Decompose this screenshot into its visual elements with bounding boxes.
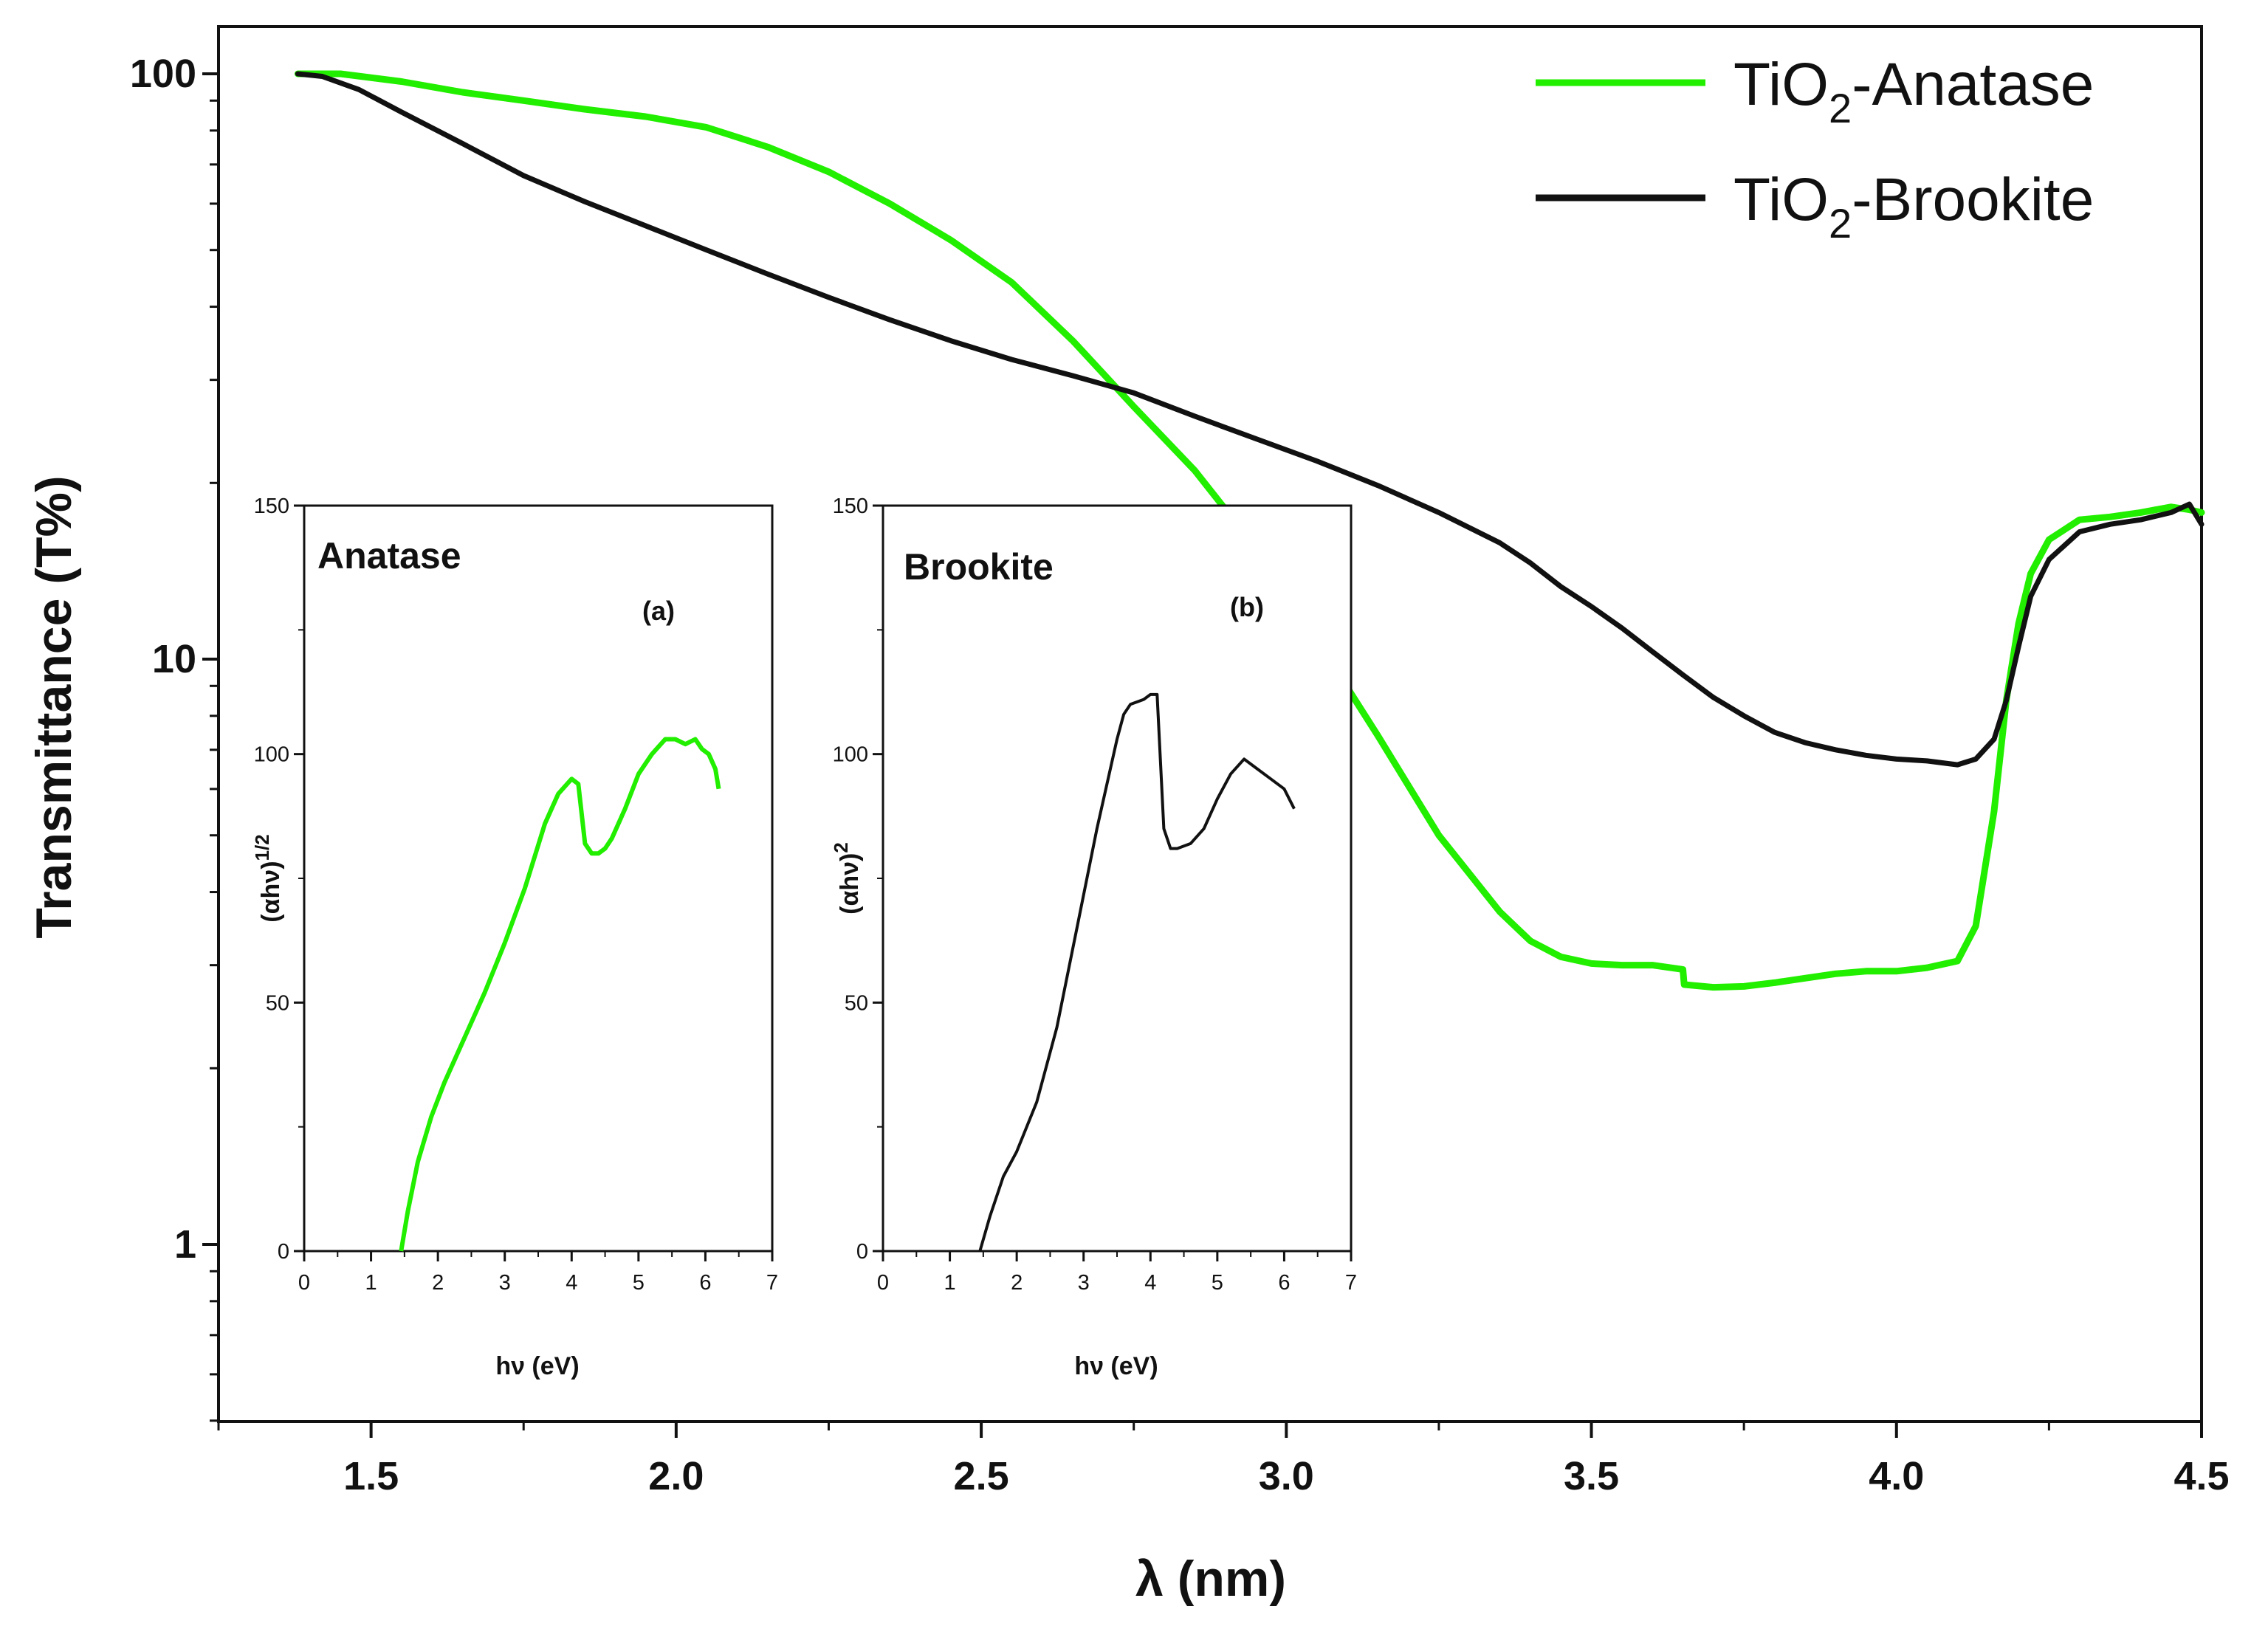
x-tick-label: 4.5 <box>2174 1454 2229 1498</box>
inset-x-tick-label: 5 <box>633 1271 645 1295</box>
inset-x-tick-label: 3 <box>1078 1271 1090 1295</box>
legend-label-subscript: 2 <box>1829 200 1852 247</box>
inset-x-tick-label: 2 <box>432 1271 444 1295</box>
inset-x-tick-label: 4 <box>1144 1271 1156 1295</box>
inset-b-title: Brookite <box>904 546 1054 588</box>
inset-y-tick-label: 100 <box>833 743 868 767</box>
inset-a-y-axis-title: (αhν)1/2 <box>251 834 285 922</box>
legend-label-prefix: TiO <box>1733 51 1829 118</box>
inset-y-tick-label: 50 <box>266 991 289 1015</box>
inset-b-y-axis-sup: 2 <box>830 842 852 853</box>
x-tick-label: 2.5 <box>954 1454 1009 1498</box>
inset-a-x-axis-title: hν (eV) <box>495 1352 579 1380</box>
inset-a: 0 1 2 3 4 5 6 7 0 50 100 150 <box>254 495 778 1295</box>
inset-y-tick-label: 0 <box>278 1240 289 1264</box>
x-tick-label: 3.0 <box>1259 1454 1314 1498</box>
inset-b-y-axis-base: (αhν) <box>836 853 864 915</box>
inset-y-tick-label: 150 <box>254 495 289 518</box>
inset-x-tick-label: 7 <box>766 1271 778 1295</box>
inset-b-x-axis-title: hν (eV) <box>1074 1352 1158 1380</box>
inset-b-panel-label: (b) <box>1230 592 1264 622</box>
legend-label-subscript: 2 <box>1829 85 1852 131</box>
inset-y-tick-label: 50 <box>845 991 868 1015</box>
inset-series-line <box>399 737 721 1252</box>
inset-x-tick-label: 1 <box>365 1271 377 1295</box>
x-tick-label: 4.0 <box>1869 1454 1924 1498</box>
inset-y-tick-label: 150 <box>833 495 868 518</box>
series-line-brookite <box>295 71 2205 768</box>
y-tick-label: 1 <box>174 1222 196 1267</box>
series-line-anatase <box>294 70 2205 991</box>
main-plot-series <box>294 70 2205 991</box>
y-axis-title: Transmittance (T%) <box>26 475 82 938</box>
inset-x-tick-label: 7 <box>1345 1271 1357 1295</box>
inset-b: 0 1 2 3 4 5 6 7 0 50 100 150 <box>833 495 1357 1295</box>
inset-b-frame <box>882 504 1353 1253</box>
inset-x-tick-label: 0 <box>298 1271 310 1295</box>
inset-a-title: Anatase <box>317 535 461 576</box>
inset-x-tick-label: 4 <box>566 1271 577 1295</box>
inset-x-tick-label: 6 <box>699 1271 711 1295</box>
legend-label-prefix: TiO <box>1733 166 1829 233</box>
inset-x-tick-label: 6 <box>1278 1271 1290 1295</box>
x-tick-label: 1.5 <box>343 1454 399 1498</box>
legend-label: TiO2-Brookite <box>1733 166 2094 247</box>
inset-x-tick-label: 2 <box>1011 1271 1023 1295</box>
x-tick-label: 3.5 <box>1564 1454 1619 1498</box>
y-tick-label: 10 <box>152 637 196 681</box>
y-tick-label: 100 <box>130 52 196 96</box>
inset-a-frame <box>303 504 774 1253</box>
inset-x-tick-label: 3 <box>499 1271 511 1295</box>
inset-y-tick-label: 100 <box>254 743 289 767</box>
inset-series-line <box>978 692 1296 1252</box>
main-plot-frame <box>217 25 2203 1423</box>
inset-y-tick-label: 0 <box>856 1240 868 1264</box>
legend-label-suffix: -Brookite <box>1852 166 2094 233</box>
inset-x-tick-label: 5 <box>1212 1271 1223 1295</box>
inset-x-tick-label: 0 <box>877 1271 889 1295</box>
x-tick-label: 2.0 <box>648 1454 704 1498</box>
x-axis-title: λ (nm) <box>1135 1551 1286 1607</box>
inset-a-y-axis-base: (αhν) <box>257 861 285 922</box>
inset-b-y-axis-title: (αhν)2 <box>830 842 864 915</box>
legend-label: TiO2-Anatase <box>1733 51 2094 131</box>
inset-a-y-axis-sup: 1/2 <box>251 834 273 861</box>
inset-x-tick-label: 1 <box>944 1271 956 1295</box>
inset-a-panel-label: (a) <box>642 596 675 626</box>
legend-label-suffix: -Anatase <box>1852 51 2094 118</box>
